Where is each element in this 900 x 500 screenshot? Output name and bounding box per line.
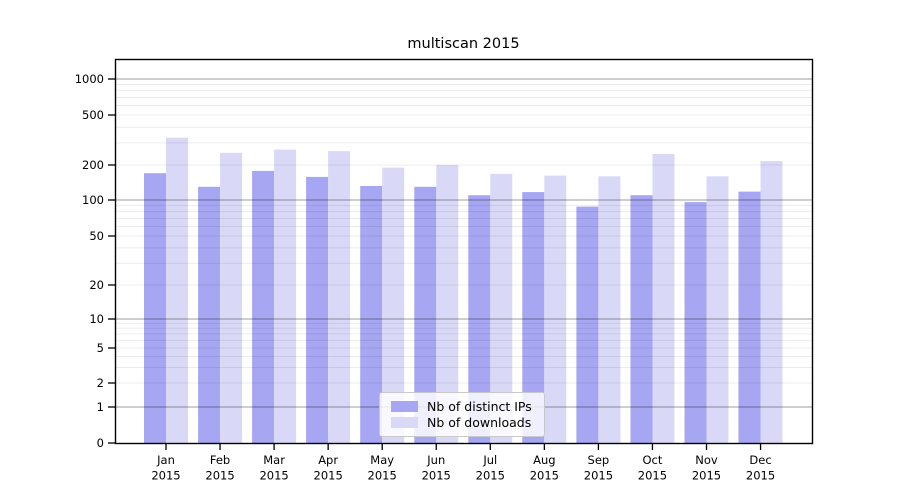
x-tick-label-nov: Nov	[695, 453, 718, 467]
x-tick-label-dec: Dec	[749, 453, 771, 467]
bar-ips-mar	[252, 170, 275, 443]
y-tick-label-500: 500	[82, 108, 104, 122]
x-tick-label-sep: Sep	[588, 453, 610, 467]
x-tick-sublabel-jun: 2015	[422, 469, 451, 483]
legend-label-distinct-ips: Nb of distinct IPs	[427, 399, 532, 414]
x-tick-label-jan: Jan	[156, 453, 175, 467]
bar-downloads-jun	[436, 165, 459, 443]
bar-downloads-feb	[220, 152, 243, 444]
x-tick-label-jul: Jul	[482, 453, 497, 467]
bar-ips-nov	[684, 202, 707, 443]
bar-downloads-nov	[706, 176, 729, 444]
legend-swatch-downloads	[391, 417, 418, 428]
bar-ips-oct	[630, 195, 653, 443]
bar-downloads-jan	[166, 137, 188, 443]
bar-ips-apr	[306, 176, 329, 443]
y-tick-label-100: 100	[82, 193, 104, 207]
x-tick-label-feb: Feb	[210, 453, 230, 467]
bar-downloads-oct	[652, 153, 675, 443]
x-tick-label-aug: Aug	[533, 453, 555, 467]
x-tick-sublabel-aug: 2015	[530, 469, 559, 483]
x-tick-sublabel-jan: 2015	[151, 469, 180, 483]
bar-ips-jan	[144, 173, 166, 443]
bar-downloads-aug	[544, 175, 567, 443]
y-tick-label-0: 0	[97, 436, 104, 450]
x-tick-label-jun: Jun	[426, 453, 445, 467]
x-tick-sublabel-apr: 2015	[314, 469, 343, 483]
legend-swatch-distinct-ips	[391, 401, 418, 412]
y-tick-label-20: 20	[89, 278, 104, 292]
x-tick-sublabel-feb: 2015	[205, 469, 234, 483]
x-tick-sublabel-mar: 2015	[259, 469, 288, 483]
bar-downloads-jul	[490, 173, 513, 444]
legend-item-downloads: Nb of downloads	[391, 415, 535, 430]
x-tick-sublabel-sep: 2015	[584, 469, 613, 483]
chart-title: multiscan 2015	[407, 36, 520, 52]
bar-ips-feb	[198, 186, 221, 444]
y-tick-label-10: 10	[89, 312, 104, 326]
bar-downloads-may	[382, 167, 405, 443]
x-tick-label-oct: Oct	[643, 453, 663, 467]
x-tick-sublabel-jul: 2015	[476, 469, 505, 483]
y-tick-label-1: 1	[97, 400, 104, 414]
legend-label-downloads: Nb of downloads	[427, 415, 532, 430]
bar-ips-may	[360, 186, 383, 443]
y-tick-label-5: 5	[97, 341, 104, 355]
bar-downloads-mar	[274, 149, 297, 443]
x-tick-sublabel-nov: 2015	[692, 469, 721, 483]
bar-ips-dec	[738, 191, 761, 443]
y-tick-label-50: 50	[89, 229, 104, 243]
x-tick-sublabel-dec: 2015	[746, 469, 775, 483]
bar-ips-aug	[522, 192, 545, 443]
plot-frame	[114, 58, 814, 445]
x-tick-label-apr: Apr	[318, 453, 338, 467]
bar-downloads-apr	[328, 151, 351, 443]
y-tick-label-1000: 1000	[75, 72, 104, 86]
y-tick-label-2: 2	[97, 376, 104, 390]
bar-ips-jul	[468, 195, 491, 443]
legend-item-distinct-ips: Nb of distinct IPs	[391, 399, 535, 414]
legend: Nb of distinct IPs Nb of downloads	[379, 392, 545, 437]
x-tick-sublabel-may: 2015	[368, 469, 397, 483]
x-tick-label-mar: Mar	[263, 453, 285, 467]
x-tick-label-may: May	[370, 453, 394, 467]
bar-ips-jun	[414, 186, 437, 444]
bar-downloads-sep	[598, 176, 621, 444]
bar-downloads-dec	[760, 161, 783, 443]
bar-ips-sep	[576, 206, 599, 443]
y-tick-label-200: 200	[82, 158, 104, 172]
x-tick-sublabel-oct: 2015	[638, 469, 667, 483]
